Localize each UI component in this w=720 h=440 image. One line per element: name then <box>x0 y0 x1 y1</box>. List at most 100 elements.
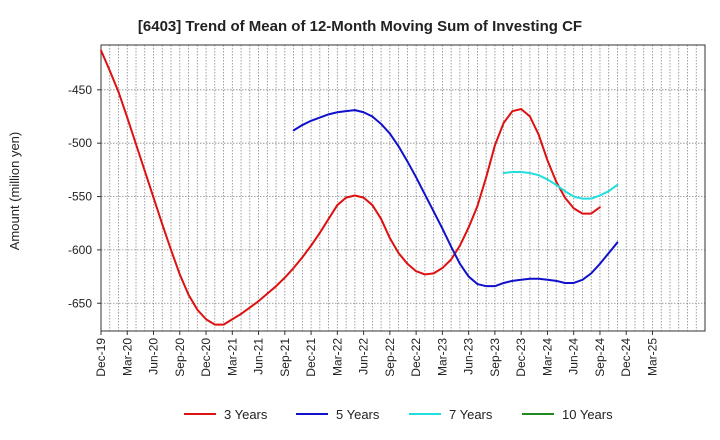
data-point-5-years <box>520 278 523 281</box>
data-point-3-years <box>599 206 601 209</box>
data-point-5-years <box>345 110 347 113</box>
data-point-3-years <box>441 267 444 269</box>
data-point-5-years <box>336 111 339 114</box>
data-point-7-years <box>537 174 540 177</box>
data-point-3-years <box>450 258 453 261</box>
data-point-5-years <box>476 283 479 285</box>
data-point-7-years <box>529 172 531 174</box>
data-point-5-years <box>581 278 584 281</box>
data-point-3-years <box>161 223 164 226</box>
data-point-7-years <box>555 183 558 186</box>
plot-background <box>101 45 705 331</box>
data-point-3-years <box>380 218 383 220</box>
data-point-5-years <box>415 176 418 179</box>
data-point-3-years <box>143 170 146 172</box>
data-point-7-years <box>590 197 593 200</box>
plot-area: -450 -500 -550 -600 -650 Dec-19 Mar-20 Jun-20 Se… <box>68 44 706 377</box>
data-point-7-years <box>607 190 610 193</box>
data-point-7-years <box>564 190 566 193</box>
data-point-3-years <box>100 49 102 52</box>
data-point-3-years <box>362 196 365 199</box>
y-tick-label: -450 <box>68 83 92 97</box>
x-tick-label: Sep-22 <box>383 338 397 377</box>
chart-title: [6403] Trend of Mean of 12-Month Moving … <box>138 18 582 35</box>
data-point-3-years <box>327 218 330 220</box>
data-point-3-years <box>423 273 426 276</box>
data-point-5-years <box>485 285 488 288</box>
x-tick-label: Sep-24 <box>593 338 607 377</box>
data-point-3-years <box>406 262 409 265</box>
x-tick-label: Dec-21 <box>304 338 318 377</box>
data-point-3-years <box>170 249 172 251</box>
data-point-3-years <box>511 110 514 113</box>
x-tick-label: Sep-21 <box>278 338 292 377</box>
data-point-5-years <box>353 109 356 111</box>
data-point-3-years <box>301 256 304 259</box>
data-point-3-years <box>564 196 566 199</box>
data-point-3-years <box>581 212 584 215</box>
legend-label-5-years: 5 Years <box>336 407 380 422</box>
data-point-5-years <box>467 275 470 278</box>
x-tick-label: Mar-20 <box>120 338 134 376</box>
data-point-5-years <box>292 129 295 132</box>
data-point-3-years <box>178 273 181 276</box>
x-tick-label: Jun-23 <box>462 338 476 375</box>
x-tick-label: Dec-23 <box>514 338 528 377</box>
x-tick-label: Jun-20 <box>147 338 161 375</box>
data-point-3-years <box>345 196 347 199</box>
data-point-7-years <box>599 194 601 197</box>
data-point-3-years <box>432 272 435 275</box>
data-point-3-years <box>205 318 207 321</box>
data-point-5-years <box>511 279 514 282</box>
data-point-5-years <box>441 227 444 230</box>
data-point-5-years <box>572 282 575 284</box>
data-point-3-years <box>187 293 190 296</box>
series-line-7-years <box>503 170 619 200</box>
x-tick-label: Dec-20 <box>199 338 213 377</box>
data-point-3-years <box>240 313 242 315</box>
data-point-3-years <box>126 116 129 119</box>
y-axis-label: Amount (million yen) <box>7 132 22 251</box>
data-point-7-years <box>502 172 505 174</box>
y-tick-label: -500 <box>68 136 92 150</box>
series-line-5-years <box>293 109 619 288</box>
data-point-7-years <box>511 171 514 173</box>
data-point-3-years <box>266 292 269 295</box>
plot-frame <box>100 44 706 332</box>
x-tick-label: Mar-25 <box>645 338 659 376</box>
data-point-5-years <box>546 278 549 281</box>
data-point-3-years <box>275 285 277 288</box>
legend-label-10-years: 10 Years <box>562 407 613 422</box>
data-point-3-years <box>397 252 400 255</box>
data-point-3-years <box>292 267 295 269</box>
data-point-5-years <box>555 279 558 282</box>
x-tick-label: Dec-22 <box>409 338 423 377</box>
data-point-5-years <box>423 193 426 196</box>
data-point-5-years <box>564 282 566 284</box>
data-point-3-years <box>196 308 199 311</box>
data-point-3-years <box>467 226 470 229</box>
data-point-5-years <box>406 160 409 163</box>
data-point-3-years <box>476 205 479 208</box>
data-point-5-years <box>616 241 619 244</box>
data-point-5-years <box>301 124 304 126</box>
data-point-5-years <box>590 272 593 275</box>
data-point-3-years <box>318 231 321 234</box>
data-point-5-years <box>310 119 312 122</box>
data-point-5-years <box>537 277 540 280</box>
data-point-5-years <box>450 245 453 248</box>
series-line-3-years <box>100 49 601 326</box>
x-tick-label: Mar-23 <box>435 338 449 376</box>
data-point-7-years <box>581 197 584 200</box>
legend-label-7-years: 7 Years <box>449 407 493 422</box>
data-point-7-years <box>572 195 575 198</box>
data-point-3-years <box>546 159 549 162</box>
data-point-3-years <box>494 144 496 147</box>
data-point-3-years <box>135 143 137 146</box>
data-point-7-years <box>616 183 619 186</box>
data-point-3-years <box>572 207 575 210</box>
data-point-5-years <box>388 132 391 135</box>
y-tick-label: -650 <box>68 296 92 310</box>
data-point-3-years <box>222 323 225 326</box>
data-point-5-years <box>397 145 400 148</box>
